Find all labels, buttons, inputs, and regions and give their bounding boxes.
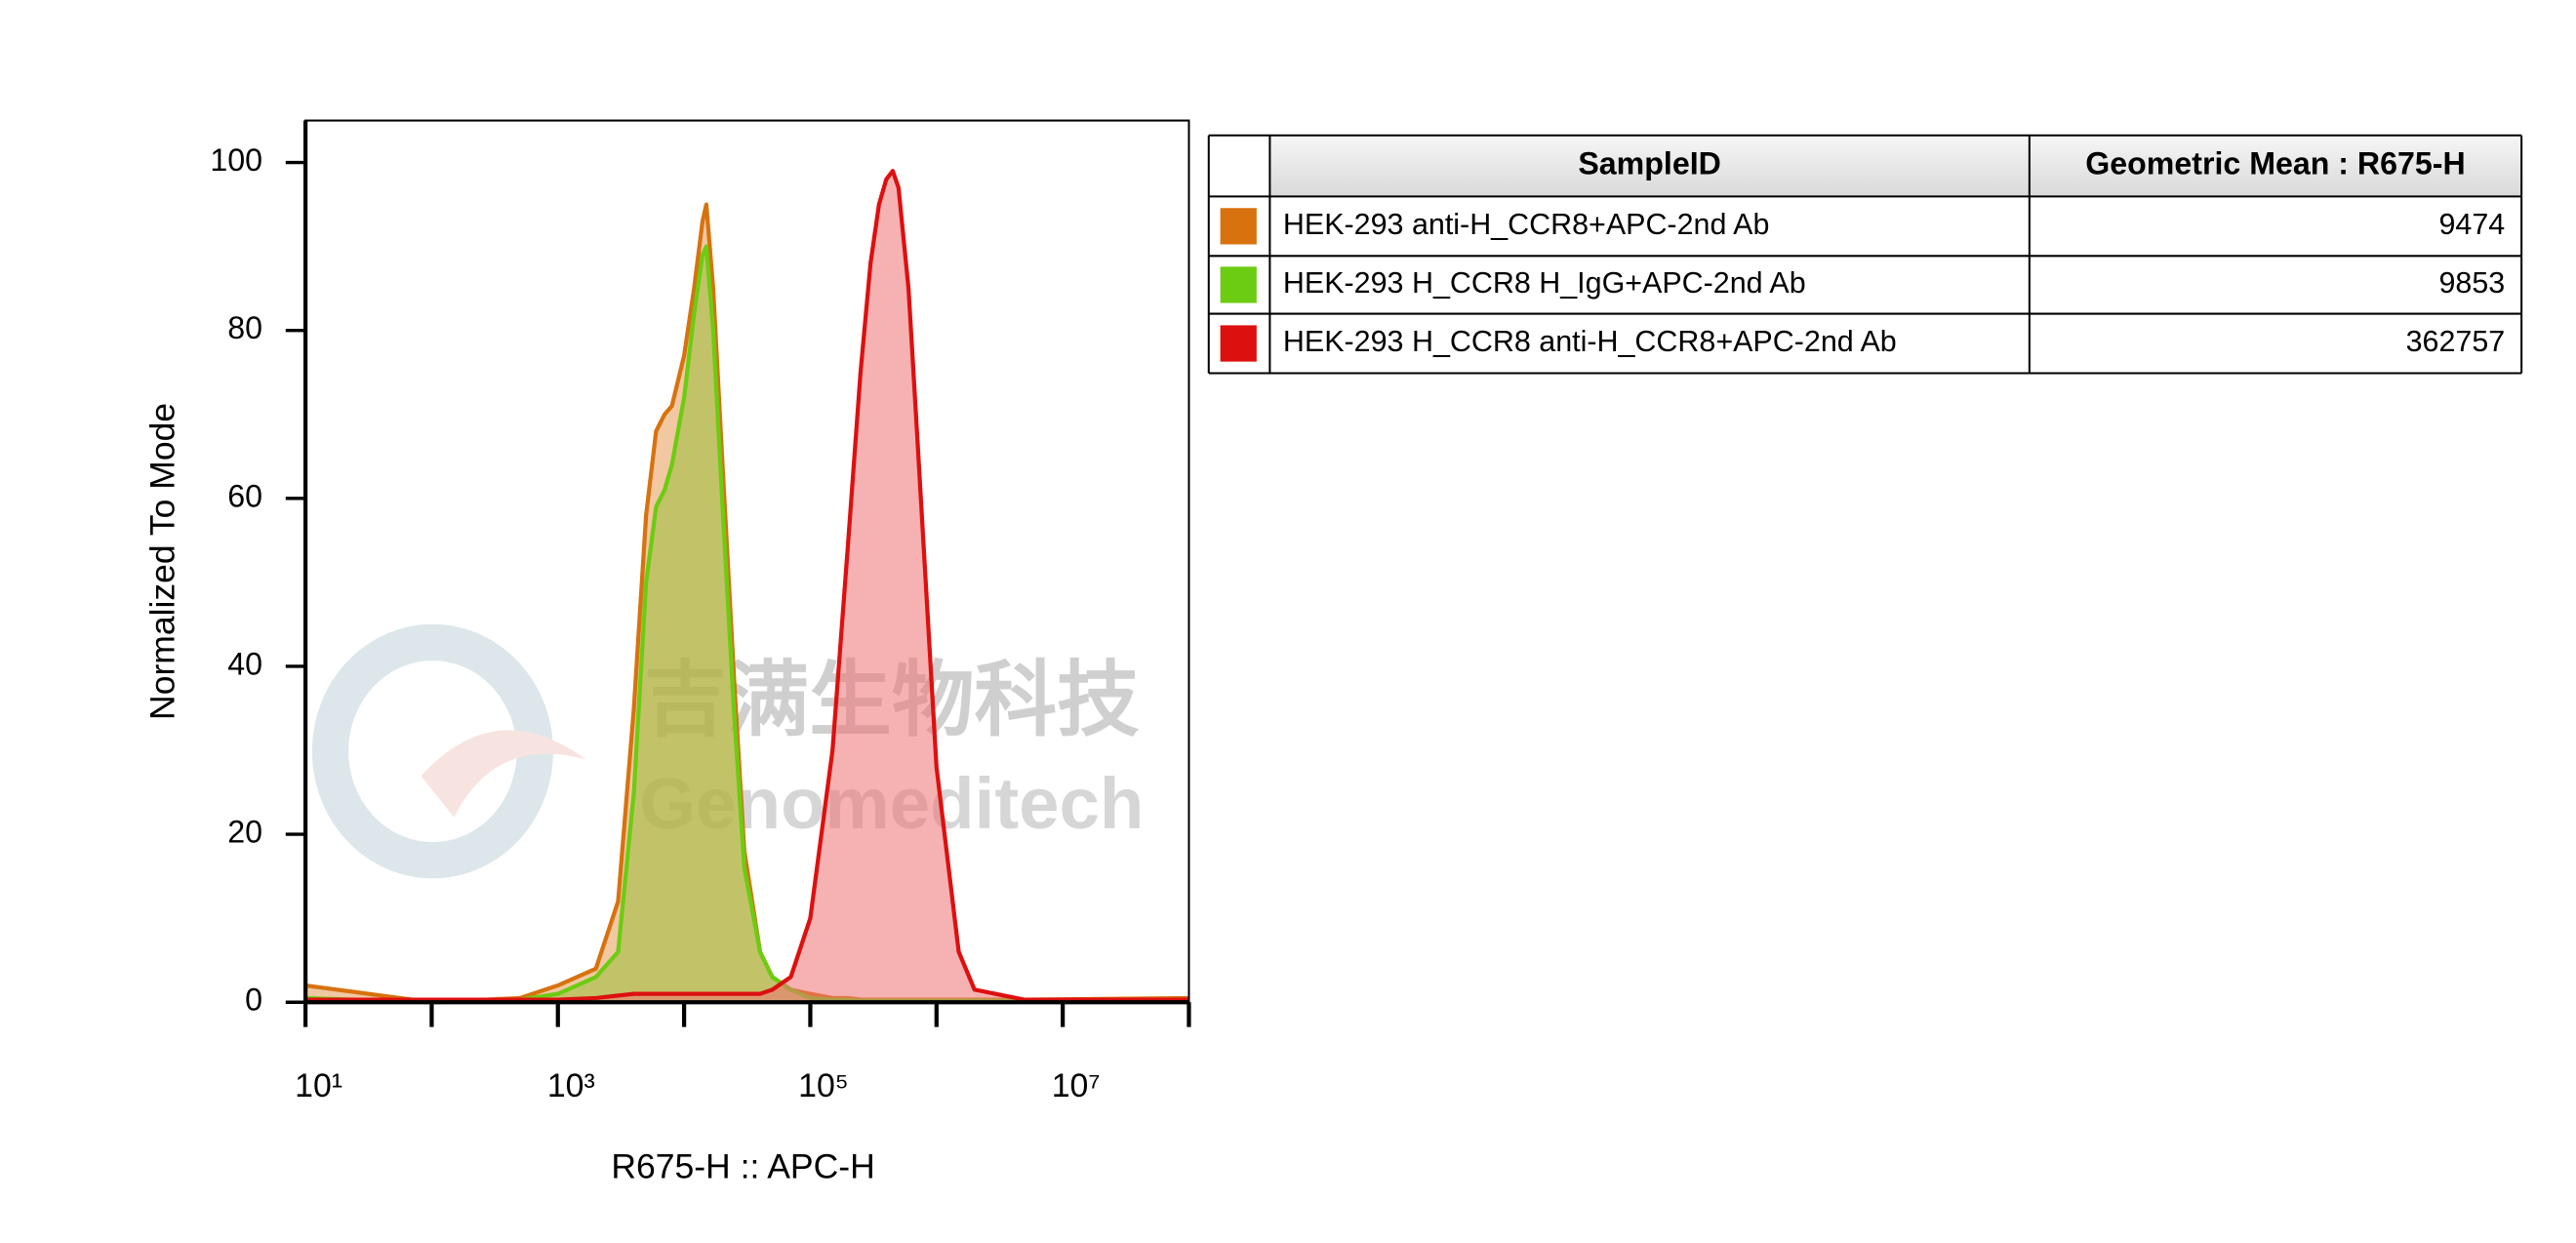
- legend-label: HEK-293 anti-H_CCR8+APC-2nd Ab: [1283, 208, 1769, 241]
- table-header-cell: SampleID: [1578, 146, 1720, 181]
- y-tick-label: 100: [210, 142, 262, 178]
- legend-swatch: [1220, 325, 1257, 362]
- geometric-mean: 9474: [2438, 208, 2505, 241]
- histogram-line: [305, 169, 1189, 1002]
- y-tick-label: 60: [227, 478, 262, 513]
- x-axis-label: R675-H :: APC-H: [611, 1147, 874, 1186]
- x-tick-label: 10⁷: [1052, 1067, 1101, 1104]
- watermark-logo: [311, 623, 586, 879]
- x-tick-label: 10⁵: [798, 1067, 849, 1104]
- logo-ring: [311, 623, 553, 879]
- table-header: [1269, 135, 2522, 197]
- table-header-cell: Geometric Mean : R675-H: [2085, 146, 2465, 181]
- geometric-mean: 9853: [2438, 266, 2505, 300]
- logo-swoosh: [421, 730, 586, 818]
- y-axis-label: Normalized To Mode: [143, 403, 182, 720]
- geometric-mean: 362757: [2406, 325, 2506, 358]
- legend-label: HEK-293 H_CCR8 H_IgG+APC-2nd Ab: [1283, 266, 1806, 300]
- y-tick-label: 80: [227, 310, 262, 345]
- x-tick-label: 10¹: [295, 1067, 342, 1104]
- x-tick-label: 10³: [547, 1067, 595, 1104]
- legend-label: HEK-293 H_CCR8 anti-H_CCR8+APC-2nd Ab: [1283, 325, 1897, 358]
- y-tick-label: 0: [245, 982, 262, 1018]
- legend-swatch: [1220, 208, 1257, 245]
- legend-swatch: [1220, 266, 1257, 303]
- y-tick-label: 40: [227, 646, 262, 681]
- y-tick-label: 20: [227, 815, 262, 850]
